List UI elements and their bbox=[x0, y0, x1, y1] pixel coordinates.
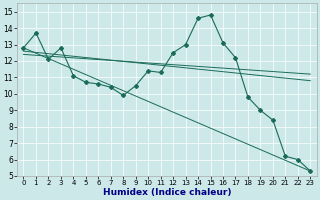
X-axis label: Humidex (Indice chaleur): Humidex (Indice chaleur) bbox=[103, 188, 231, 197]
